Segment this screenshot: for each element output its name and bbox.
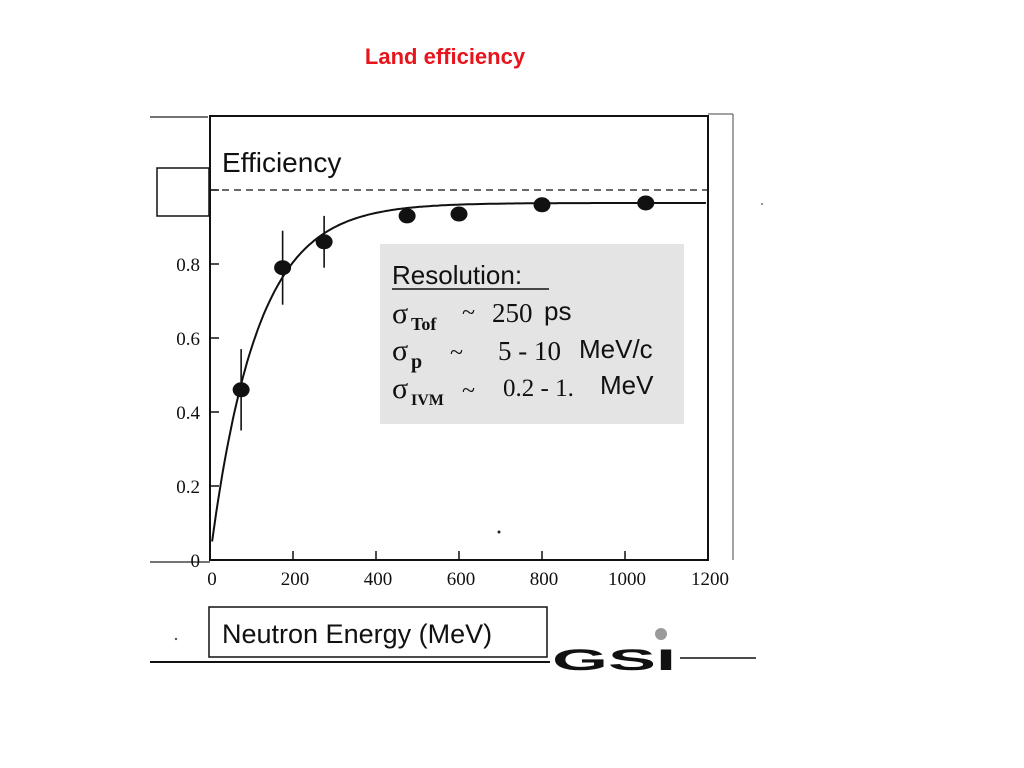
resolution-value: 0.2 - 1. xyxy=(503,375,574,402)
resolution-value: 250 xyxy=(492,298,533,328)
y-tick-label: 0 xyxy=(191,551,201,572)
x-tick-label: 1000 xyxy=(608,569,646,590)
resolution-sep: ~ xyxy=(462,300,475,326)
gsi-logo-dot xyxy=(655,628,667,640)
x-axis-title-box xyxy=(208,606,548,658)
data-point xyxy=(398,208,416,224)
resolution-subscript: p xyxy=(411,351,422,373)
data-point xyxy=(274,260,292,276)
scan-speck xyxy=(174,637,178,641)
y-axis-ticks: 00.20.40.60.81 xyxy=(175,176,219,572)
x-axis-title: Neutron Energy (MeV) xyxy=(222,619,492,649)
data-point xyxy=(450,206,468,222)
resolution-box xyxy=(380,244,684,424)
data-points xyxy=(232,195,655,431)
resolution-sep: ~ xyxy=(462,378,475,404)
resolution-row-ivm: σ IVM ~ 0.2 - 1. MeV xyxy=(392,370,654,409)
gsi-logo: GSI xyxy=(552,628,676,677)
resolution-symbol: σ xyxy=(392,334,408,367)
x-tick-label: 400 xyxy=(364,569,393,590)
resolution-value: 5 - 10 xyxy=(498,336,561,366)
y-tick-label: 0.6 xyxy=(176,329,200,350)
x-tick-label: 1200 xyxy=(691,569,729,590)
resolution-row-tof: σ Tof ~ 250 ps xyxy=(392,296,571,334)
data-point xyxy=(533,197,551,213)
x-tick-label: 200 xyxy=(281,569,310,590)
resolution-unit: MeV xyxy=(600,370,654,400)
data-point xyxy=(637,195,655,211)
y-tick-label: 0.2 xyxy=(176,477,200,498)
y-axis-title: Efficiency xyxy=(222,147,341,178)
scan-speck xyxy=(761,203,763,205)
y-tick-label: 0.4 xyxy=(176,403,200,424)
resolution-unit: MeV/c xyxy=(579,334,653,364)
resolution-subscript: Tof xyxy=(411,314,437,334)
resolution-symbol: σ xyxy=(392,297,408,330)
resolution-heading: Resolution: xyxy=(392,260,522,290)
y-tick-label: 0.8 xyxy=(176,255,200,276)
resolution-symbol: σ xyxy=(392,372,408,405)
resolution-sep: ~ xyxy=(450,340,463,366)
data-point xyxy=(232,382,250,398)
x-axis-ticks: 0 200 400 600 800 1000 1200 xyxy=(207,551,729,590)
x-tick-label: 0 xyxy=(207,569,217,590)
x-tick-label: 800 xyxy=(530,569,559,590)
y-label-one-box xyxy=(156,167,210,217)
fit-curve xyxy=(211,202,706,542)
scan-speck xyxy=(497,530,501,534)
gsi-logo-text: GSI xyxy=(552,644,676,677)
resolution-row-p: σ p ~ 5 - 10 MeV/c xyxy=(392,334,653,373)
resolution-unit: ps xyxy=(544,296,571,326)
slide-title: Land efficiency xyxy=(364,44,526,69)
x-tick-label: 600 xyxy=(447,569,476,590)
resolution-subscript: IVM xyxy=(411,392,444,409)
data-point xyxy=(315,234,333,250)
